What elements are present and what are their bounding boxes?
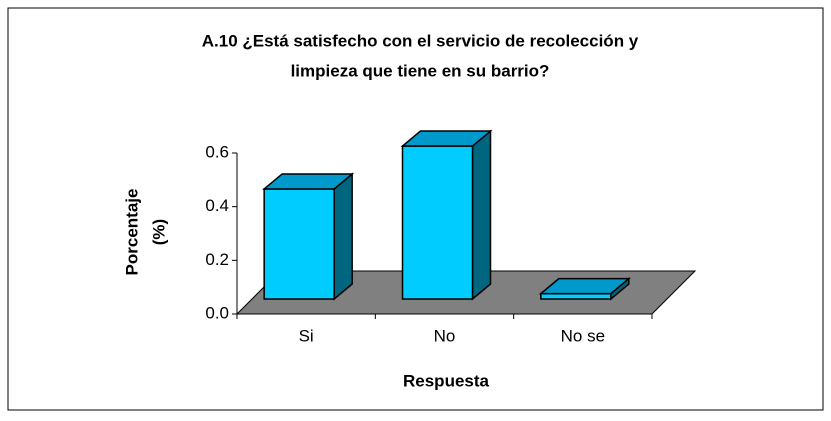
bar: [263, 188, 335, 300]
chart-title: A.10 ¿Está satisfecho con el servicio de…: [202, 31, 639, 50]
bar-top: [262, 173, 355, 190]
y-tick-label: 0.0: [205, 303, 229, 322]
x-tick-label: No se: [561, 326, 605, 345]
x-tick-label: Si: [299, 326, 314, 345]
bar-side: [471, 129, 492, 301]
chart-title: limpieza que tiene en su barrio?: [291, 61, 550, 80]
bar-top: [538, 277, 631, 295]
x-axis-label: Respuesta: [403, 371, 490, 390]
bar: [401, 145, 474, 300]
y-tick-label: 0.2: [205, 250, 229, 269]
y-tick-label: 0.4: [205, 196, 229, 215]
y-axis-label: Porcentaje: [122, 189, 141, 276]
y-tick-label: 0.6: [205, 142, 229, 161]
y-axis-label: (%): [149, 219, 168, 245]
bar: [540, 292, 612, 300]
bar-side: [333, 172, 353, 301]
bar-top: [400, 130, 493, 147]
x-tick-label: No: [434, 326, 456, 345]
